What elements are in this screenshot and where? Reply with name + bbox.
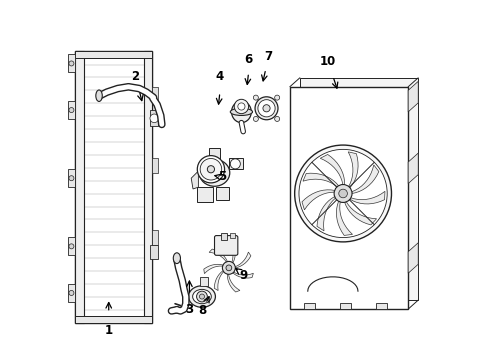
Bar (152, 158, 158, 173)
Circle shape (226, 265, 232, 271)
Ellipse shape (173, 253, 180, 264)
Circle shape (294, 145, 392, 242)
Polygon shape (317, 197, 336, 231)
Text: 8: 8 (198, 305, 206, 318)
Circle shape (69, 176, 74, 181)
Circle shape (69, 61, 74, 66)
Bar (68, 169, 74, 187)
Ellipse shape (189, 286, 216, 307)
Circle shape (199, 294, 204, 299)
Circle shape (339, 189, 347, 198)
Circle shape (196, 291, 207, 302)
Bar (376, 303, 387, 309)
Text: 1: 1 (105, 324, 113, 337)
Polygon shape (352, 165, 379, 193)
Circle shape (197, 156, 224, 183)
Polygon shape (348, 152, 358, 188)
Bar (74, 51, 152, 323)
Text: 10: 10 (319, 55, 336, 68)
Polygon shape (191, 171, 198, 189)
Polygon shape (337, 201, 352, 235)
Circle shape (238, 103, 245, 110)
Ellipse shape (199, 159, 230, 186)
Bar (74, 51, 152, 58)
Bar (84, 58, 144, 316)
Circle shape (255, 97, 278, 120)
Polygon shape (229, 243, 235, 263)
Polygon shape (344, 202, 377, 225)
Polygon shape (209, 249, 227, 262)
Bar (68, 54, 74, 72)
Polygon shape (233, 272, 253, 278)
Polygon shape (302, 190, 335, 210)
Polygon shape (214, 271, 223, 291)
Circle shape (263, 105, 270, 112)
Circle shape (258, 100, 275, 117)
Text: 7: 7 (264, 50, 272, 63)
Bar (68, 101, 74, 119)
Polygon shape (408, 243, 418, 273)
Circle shape (69, 244, 74, 249)
Circle shape (150, 114, 159, 123)
Bar (209, 148, 220, 160)
Circle shape (275, 95, 280, 100)
Polygon shape (408, 81, 418, 112)
Text: 9: 9 (239, 269, 247, 282)
Bar (230, 233, 235, 238)
FancyBboxPatch shape (215, 235, 238, 255)
Ellipse shape (96, 90, 102, 102)
Circle shape (222, 261, 235, 274)
Circle shape (234, 99, 248, 114)
Circle shape (253, 116, 258, 121)
Polygon shape (350, 191, 385, 204)
Ellipse shape (232, 101, 251, 123)
Bar (229, 158, 243, 169)
Bar (200, 277, 208, 286)
Polygon shape (235, 252, 251, 268)
Bar (68, 284, 74, 302)
Circle shape (275, 116, 280, 121)
Ellipse shape (230, 108, 252, 116)
Bar (150, 110, 158, 126)
Bar (74, 316, 152, 323)
Text: 6: 6 (245, 53, 253, 66)
Text: 2: 2 (131, 69, 140, 82)
Bar (290, 87, 408, 309)
Polygon shape (320, 154, 344, 185)
Text: 5: 5 (218, 170, 226, 183)
Bar (304, 303, 315, 309)
Bar (68, 237, 74, 255)
Circle shape (253, 95, 258, 100)
Polygon shape (204, 264, 223, 274)
Text: 3: 3 (185, 303, 194, 316)
Bar (150, 244, 158, 259)
Bar (144, 51, 152, 323)
Circle shape (207, 166, 215, 173)
Bar (74, 51, 84, 323)
Bar (340, 303, 351, 309)
Polygon shape (300, 78, 418, 300)
Circle shape (230, 159, 240, 169)
Text: 4: 4 (216, 69, 224, 82)
Bar (152, 87, 158, 101)
Bar (196, 187, 213, 202)
Circle shape (200, 158, 221, 180)
Ellipse shape (193, 289, 211, 304)
Polygon shape (408, 153, 418, 184)
Circle shape (334, 185, 352, 202)
Bar (152, 230, 158, 244)
Polygon shape (303, 173, 339, 187)
Polygon shape (227, 274, 240, 292)
Bar (216, 187, 229, 200)
Circle shape (69, 291, 74, 296)
Bar (221, 233, 227, 240)
Circle shape (69, 108, 74, 113)
Circle shape (299, 149, 387, 238)
